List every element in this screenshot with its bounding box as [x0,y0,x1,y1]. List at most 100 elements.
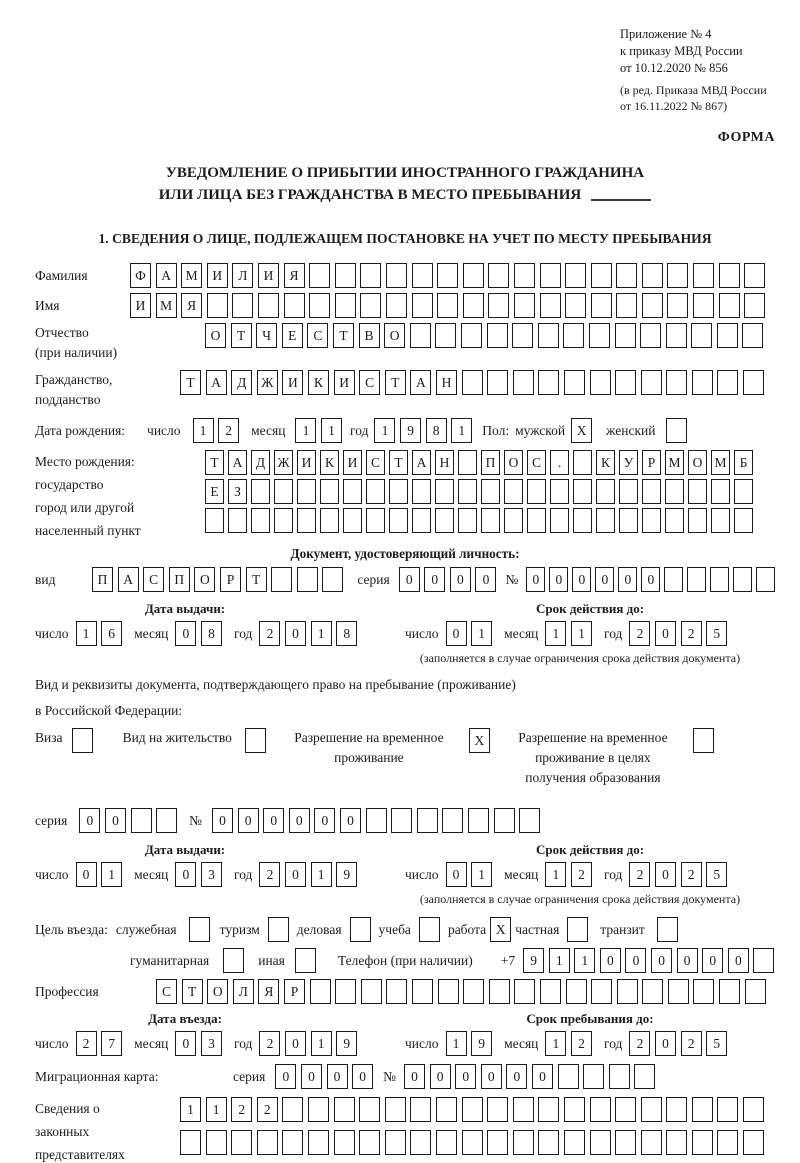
form-cell[interactable]: 2 [571,1031,592,1056]
form-cell[interactable]: П [92,567,113,592]
form-cell[interactable]: Л [232,979,254,1004]
form-cell[interactable] [717,1130,739,1155]
form-cell[interactable] [557,1064,579,1089]
form-cell[interactable] [461,1130,483,1155]
form-cell[interactable]: 0 [326,1064,348,1089]
form-cell[interactable]: А [205,370,227,395]
form-cell[interactable]: 0 [285,862,307,887]
form-cell[interactable] [307,1130,329,1155]
form-cell[interactable]: X [571,418,593,443]
form-cell[interactable] [365,808,387,833]
form-cell[interactable] [513,263,535,288]
form-cell[interactable] [223,948,245,973]
form-cell[interactable] [693,263,715,288]
purpose-study-checkbox[interactable] [418,917,440,942]
form-cell[interactable]: 1 [192,418,214,443]
form-cell[interactable]: 5 [706,862,728,887]
form-cell[interactable] [334,263,356,288]
form-cell[interactable] [527,479,546,504]
form-cell[interactable] [691,1130,713,1155]
form-cell[interactable] [692,728,714,753]
purpose-private-checkbox[interactable] [567,917,589,942]
form-cell[interactable] [590,263,612,288]
form-cell[interactable] [664,567,684,592]
form-cell[interactable] [349,917,371,942]
form-cell[interactable] [666,1130,688,1155]
form-cell[interactable]: М [155,293,177,318]
form-cell[interactable]: 5 [706,1031,728,1056]
form-cell[interactable]: 9 [336,862,358,887]
form-cell[interactable]: Н [435,370,457,395]
form-cell[interactable]: И [333,370,355,395]
form-cell[interactable] [274,479,293,504]
form-cell[interactable]: С [156,979,177,1004]
form-cell[interactable] [251,479,270,504]
form-cell[interactable] [334,293,356,318]
form-cell[interactable]: 1 [101,862,123,887]
form-cell[interactable]: 1 [574,948,596,973]
form-cell[interactable] [228,508,247,533]
form-cell[interactable] [711,508,730,533]
form-cell[interactable] [538,1097,560,1122]
form-cell[interactable] [538,1130,560,1155]
form-cell[interactable]: А [117,567,139,592]
form-cell[interactable] [416,808,438,833]
form-cell[interactable]: 0 [285,621,307,646]
form-cell[interactable]: 1 [445,1031,467,1056]
form-cell[interactable]: Т [180,370,201,395]
form-cell[interactable] [437,293,459,318]
form-cell[interactable] [744,293,766,318]
form-cell[interactable]: П [481,450,500,475]
form-cell[interactable] [333,1130,355,1155]
form-cell[interactable]: 6 [101,621,123,646]
form-cell[interactable] [366,479,385,504]
form-cell[interactable] [320,508,339,533]
form-cell[interactable] [691,1097,713,1122]
form-cell[interactable]: 2 [680,621,702,646]
form-cell[interactable]: 1 [205,1097,227,1122]
form-cell[interactable] [667,263,689,288]
form-cell[interactable]: Т [230,323,252,348]
form-cell[interactable]: О [688,450,707,475]
form-cell[interactable] [267,917,289,942]
form-cell[interactable] [384,1097,406,1122]
form-cell[interactable]: М [665,450,684,475]
form-cell[interactable] [410,1097,432,1122]
form-cell[interactable] [251,508,270,533]
form-cell[interactable] [320,479,339,504]
form-cell[interactable]: 0 [526,567,546,592]
form-cell[interactable] [640,1130,662,1155]
form-cell[interactable]: 0 [404,1064,426,1089]
form-cell[interactable]: 0 [300,1064,322,1089]
form-cell[interactable] [744,263,766,288]
form-cell[interactable]: 1 [310,862,332,887]
form-cell[interactable] [437,979,459,1004]
form-cell[interactable] [588,323,610,348]
form-cell[interactable]: 0 [104,808,126,833]
form-cell[interactable] [359,1097,381,1122]
form-cell[interactable]: С [307,323,329,348]
form-cell[interactable]: 0 [449,567,471,592]
form-cell[interactable]: 0 [651,948,673,973]
form-cell[interactable] [205,508,224,533]
form-cell[interactable] [719,979,741,1004]
form-cell[interactable] [665,418,687,443]
visa-checkbox[interactable] [71,728,93,753]
form-cell[interactable] [333,1097,355,1122]
form-cell[interactable]: О [205,323,226,348]
form-cell[interactable]: Д [251,450,270,475]
form-cell[interactable]: О [384,323,406,348]
form-cell[interactable] [589,1097,611,1122]
form-cell[interactable]: 2 [218,418,240,443]
form-cell[interactable] [753,948,775,973]
form-cell[interactable] [282,1130,304,1155]
